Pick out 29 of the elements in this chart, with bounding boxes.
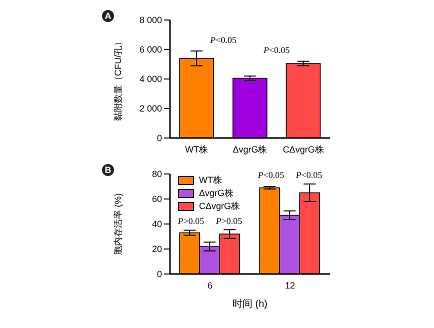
x-tick-label: 6	[207, 280, 213, 290]
y-tick-label: 8 000	[139, 15, 162, 26]
x-tick-label: 12	[284, 280, 296, 290]
y-tick-label: 0	[156, 269, 162, 280]
y-tick-label: 2 000	[139, 104, 162, 114]
x-tick-label: WT株	[185, 144, 208, 154]
annotation: P<0.05	[256, 170, 286, 180]
x-axis-title: 时间 (h)	[232, 298, 268, 310]
y-tick-label: 4 000	[139, 74, 162, 84]
y-tick-label: 40	[152, 219, 162, 230]
y-tick-label: 60	[152, 194, 162, 204]
annotation: P<0.05	[262, 45, 291, 56]
y-tick-label: 20	[152, 244, 162, 254]
y-tick-label: 0	[156, 133, 162, 144]
annotation: P>0.05	[176, 216, 206, 226]
x-tick-label: CΔvgrG株	[282, 144, 324, 154]
y-tick-label: 80	[152, 169, 162, 180]
annotation: P<0.05	[209, 34, 238, 45]
y-axis-title: 胞内存活率 (%)	[113, 193, 124, 255]
y-axis-title: 黏附数量（CFU/孔）	[113, 37, 124, 121]
annotation: P<0.05	[294, 170, 324, 180]
y-tick-label: 6 000	[139, 44, 162, 55]
legend-label: WT株	[199, 174, 222, 187]
x-tick-label: ΔvgrG株	[232, 144, 268, 154]
chart-title: A	[102, 10, 114, 22]
annotation: P>0.05	[214, 216, 244, 226]
legend-label: ΔvgrG株	[199, 187, 234, 200]
chart-title: B	[102, 164, 114, 176]
legend-label: CΔvgrG株	[199, 200, 240, 213]
